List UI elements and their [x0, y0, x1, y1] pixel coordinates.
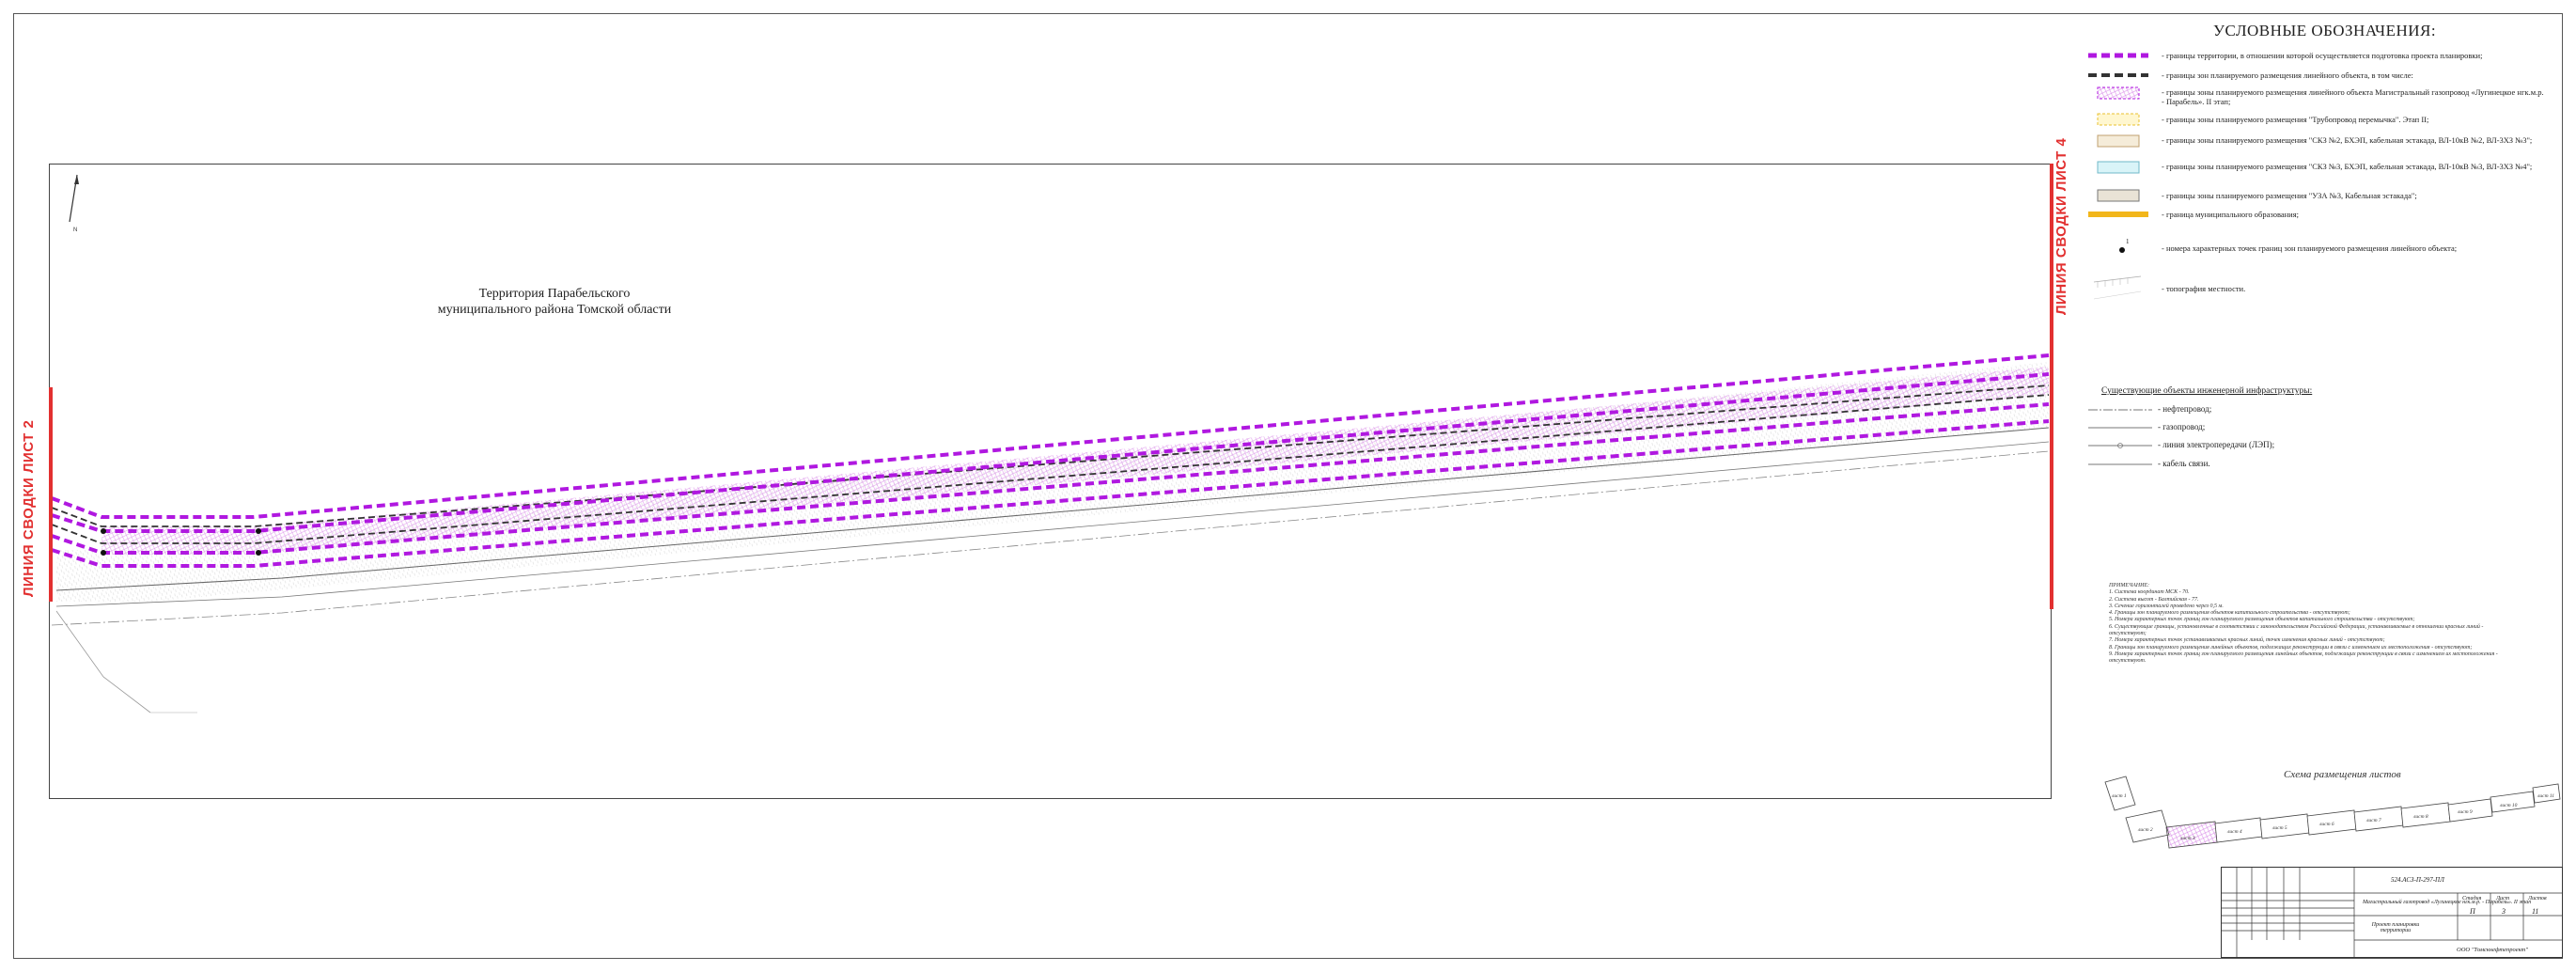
- infra-item-power: - линия электропередачи (ЛЭП);: [2158, 440, 2275, 449]
- scheme-sheet-label: лист 10: [2499, 803, 2518, 808]
- note-line: 8. Границы зон планируемого размещения л…: [2109, 644, 2473, 651]
- organization: ООО "Томскнефтепроект": [2457, 947, 2528, 953]
- planning-boundary-upper: [51, 353, 2050, 519]
- project-name: Магистральный газопровод «Лугинецкое нгк…: [2363, 900, 2532, 905]
- gas-pipeline-line: [55, 441, 2050, 607]
- sheets-total: 11: [2532, 907, 2539, 916]
- legend-item-text: - граница муниципального образования;: [2162, 210, 2299, 219]
- notes-block: ПРИМЕЧАНИЕ: 1. Система координат МСК - 7…: [2109, 583, 2518, 666]
- legend-item-text: - границы зоны планируемого размещения "…: [2162, 162, 2533, 171]
- road-branch: [55, 610, 151, 713]
- infra-title: Существующие объекты инженерной инфрастр…: [2101, 386, 2313, 396]
- sheets-header: Листов: [2528, 896, 2547, 901]
- power-line: [51, 450, 2050, 626]
- note-line: 1. Система координат МСК - 70.: [2109, 589, 2190, 596]
- legend-item-text: - границы зоны планируемого размещения "…: [2162, 191, 2417, 200]
- document-code: 524.АСЗ-П-297-ПЛ: [2391, 876, 2444, 884]
- legend-item-text: - номера характерных точек границ зон пл…: [2162, 243, 2458, 253]
- boundary-point: [256, 528, 261, 534]
- scheme-sheet-label: лист 8: [2412, 814, 2428, 820]
- legend-item-text: - границы территории, в отношении которо…: [2162, 51, 2483, 60]
- sheet-frame: [13, 13, 2563, 959]
- sheet-number: 3: [2502, 907, 2506, 916]
- scheme-sheet-label: лист 9: [2457, 809, 2473, 815]
- stage-header: Стадия: [2462, 896, 2482, 901]
- match-line-left-label: ЛИНИЯ СВОДКИ ЛИСТ 2: [21, 419, 37, 597]
- planning-boundary-mid2: [51, 402, 2050, 555]
- pipeline-line: [55, 427, 2050, 591]
- svg-text:N: N: [73, 227, 77, 233]
- boundary-point: [101, 528, 106, 534]
- north-arrow-icon: N: [69, 174, 79, 233]
- note-line: 3. Сечение горизонталей проведено через …: [2109, 603, 2224, 609]
- note-line: 9. Номера характерных точек границ зон п…: [2109, 651, 2498, 665]
- boundary-point: [101, 550, 106, 556]
- note-line: 4. Границы зон планируемого размещения о…: [2109, 610, 2350, 617]
- scheme-title: Схема размещения листов: [2284, 769, 2401, 780]
- planning-boundary-mid1: [51, 372, 2050, 533]
- legend-item-text: - границы зоны планируемого размещения "…: [2162, 115, 2429, 124]
- note-line: 2. Система высот - Балтийская - 77.: [2109, 596, 2199, 603]
- scheme-sheet-label: лист 5: [2272, 825, 2287, 831]
- note-line: 6. Существующие границы, установленные в…: [2109, 623, 2484, 637]
- note-line: ПРИМЕЧАНИЕ:: [2109, 583, 2150, 588]
- svg-text:1: 1: [2126, 238, 2130, 245]
- match-line-right-label: ЛИНИЯ СВОДКИ ЛИСТ 4: [2053, 137, 2069, 315]
- legend-item-text: - границы зоны планируемого размещения "…: [2162, 135, 2533, 145]
- title-block: 524.АСЗ-П-297-ПЛ Магистральный газопрово…: [2221, 867, 2563, 958]
- stamp-grid: [2221, 867, 2563, 958]
- infra-item-gas: - газопровод;: [2158, 422, 2206, 431]
- infra-item-cable: - кабель связи.: [2158, 459, 2210, 468]
- stage-value: П: [2470, 907, 2475, 916]
- zone-boundary-lower: [51, 394, 2050, 544]
- scheme-sheet-label: лист 1: [2111, 793, 2127, 799]
- legend-item-text: - границы зон планируемого размещения ли…: [2162, 71, 2413, 80]
- zone-boundary-upper: [51, 384, 2050, 527]
- note-line: 5. Номера характерных точек границ зон п…: [2109, 617, 2415, 623]
- sheet-name: Проект планировки территории: [2371, 922, 2420, 933]
- scheme-sheet-label: лист 4: [2226, 828, 2242, 835]
- scheme-sheet-label: лист 2: [2137, 827, 2153, 833]
- note-line: 7. Номера характерных точек устанавливае…: [2109, 637, 2385, 644]
- scheme-sheet-label: лист 6: [2318, 822, 2334, 827]
- scheme-sheet-label: лист 11: [2537, 793, 2554, 799]
- legend-item-text: - границы зоны планируемого размещения л…: [2162, 87, 2544, 106]
- scheme-sheet-label: лист 3: [2179, 836, 2195, 841]
- sheet-layout-scheme: [2104, 776, 2561, 849]
- legend-item-text: - топография местности.: [2162, 284, 2246, 293]
- legend-title: УСЛОВНЫЕ ОБОЗНАЧЕНИЯ:: [2213, 22, 2437, 39]
- territory-line-2: муниципального района Томской области: [437, 303, 672, 317]
- territory-label: Территория Парабельского муниципального …: [414, 286, 695, 318]
- infra-item-oil: - нефтепровод;: [2158, 404, 2212, 414]
- territory-line-1: Территория Парабельского: [478, 287, 631, 301]
- scheme-sheet-label: лист 7: [2365, 818, 2381, 823]
- sheet-header: Лист: [2496, 896, 2510, 901]
- topo-symbol-icon: [2093, 275, 2142, 300]
- boundary-point: [256, 550, 261, 556]
